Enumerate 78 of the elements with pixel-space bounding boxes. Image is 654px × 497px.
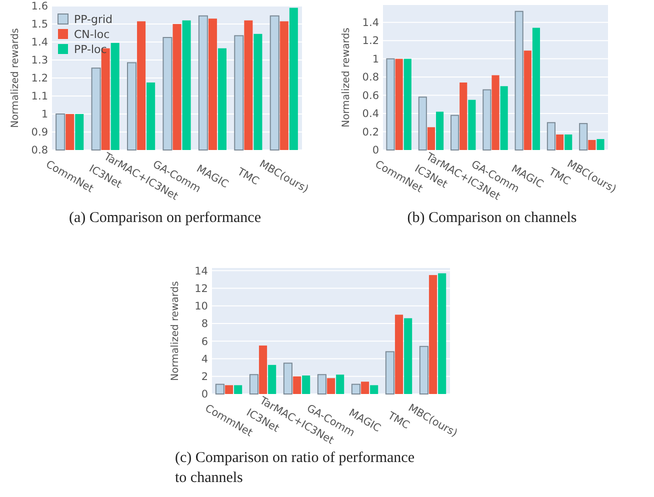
y-tick-label: 0.8 <box>362 72 379 84</box>
y-tick-label: 1 <box>41 108 48 121</box>
y-tick-label: 6 <box>201 336 208 348</box>
y-tick-label: 0 <box>372 144 379 157</box>
bar <box>427 127 435 150</box>
bar <box>234 385 242 394</box>
y-tick-label: 8 <box>201 318 208 330</box>
y-tick-label: 0 <box>201 388 208 401</box>
bar <box>283 362 292 394</box>
y-tick-label: 1.5 <box>31 18 48 31</box>
y-tick-label: 12 <box>194 282 208 295</box>
bar <box>546 122 556 150</box>
y-tick-label: 14 <box>194 265 208 278</box>
bar <box>596 139 604 150</box>
bar <box>438 273 446 394</box>
bar <box>385 351 394 394</box>
bar <box>268 364 276 394</box>
bar <box>450 114 460 150</box>
bar <box>514 10 524 150</box>
y-tick-label: 1.4 <box>362 17 380 29</box>
bar <box>292 376 302 394</box>
bar <box>360 382 370 394</box>
bar <box>258 346 268 394</box>
bar <box>460 82 468 150</box>
y-axis-title: Normalized rewards <box>341 28 352 128</box>
bar <box>326 378 336 394</box>
y-tick-label: 1.2 <box>31 72 48 85</box>
y-tick-label: 0.6 <box>362 90 380 102</box>
bar <box>556 134 564 150</box>
legend-label: CN-loc <box>74 28 110 41</box>
y-tick-label: 0.9 <box>31 126 48 139</box>
y-axis-title: Normalized rewards <box>170 281 181 381</box>
x-tick-label: TMC <box>384 409 412 432</box>
bar <box>215 384 224 394</box>
text: (b) Comparison on channels <box>407 210 577 226</box>
y-tick-label: 1 <box>372 53 379 66</box>
x-tick-label: TMC <box>234 165 261 188</box>
bar <box>302 375 310 394</box>
bar <box>482 89 492 150</box>
bar <box>249 374 258 394</box>
y-tick-label: 0.8 <box>31 144 48 157</box>
y-tick-label: 1.2 <box>362 35 379 48</box>
bar <box>532 28 540 150</box>
y-tick-label: 1.3 <box>31 54 48 67</box>
text: (a) Comparison on performance <box>68 210 262 226</box>
y-tick-label: 0.4 <box>362 108 380 120</box>
y-tick-label: 2 <box>201 371 208 384</box>
bar <box>436 112 444 150</box>
bar <box>386 58 395 150</box>
text: (c) Comparison on ratio of performance to channels <box>175 450 415 486</box>
y-tick-label: 0.2 <box>362 126 379 138</box>
bar <box>395 58 403 150</box>
bar <box>492 75 500 150</box>
bar <box>588 140 596 150</box>
bar <box>404 318 412 394</box>
y-tick-label: 10 <box>194 300 208 313</box>
y-axis-title: Normalized rewards <box>10 28 21 128</box>
y-tick-label: 1.6 <box>31 0 48 13</box>
bar <box>394 314 404 394</box>
bar <box>370 385 378 394</box>
legend-label: PP-loc <box>74 42 107 56</box>
bar <box>428 275 438 394</box>
bar <box>524 50 532 150</box>
bar <box>404 58 412 150</box>
y-tick-label: 1.1 <box>31 90 48 103</box>
bar <box>317 374 326 394</box>
y-tick-label: 4 <box>201 353 208 366</box>
bar <box>579 123 588 150</box>
legend-label: PP-grid <box>74 12 113 26</box>
bar <box>418 96 427 150</box>
y-tick-label: 1.4 <box>31 36 48 49</box>
bar <box>468 100 476 150</box>
bar <box>351 384 360 394</box>
bar <box>336 374 344 394</box>
bar <box>500 86 508 150</box>
bar <box>224 385 234 394</box>
bar <box>564 134 572 150</box>
bar <box>419 346 428 394</box>
